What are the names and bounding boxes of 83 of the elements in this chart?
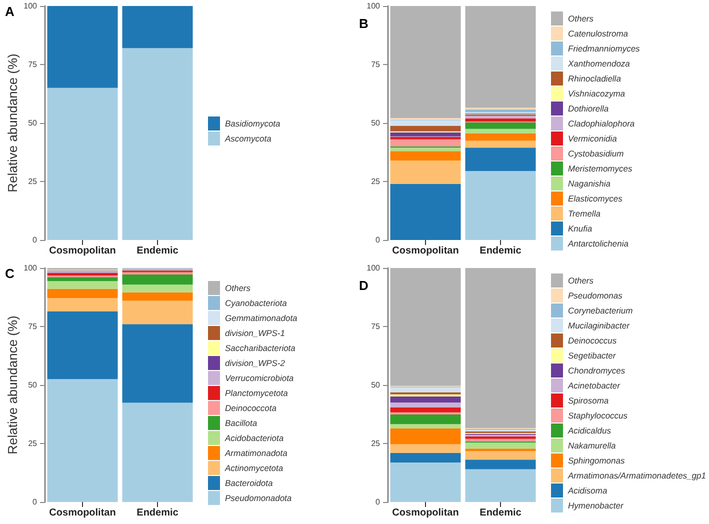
legend-label: Xanthomendoza bbox=[567, 58, 630, 68]
legend-label: Verrucomicrobiota bbox=[225, 373, 294, 383]
legend-label: Knufia bbox=[568, 224, 592, 234]
y-tick-label: 0 bbox=[376, 498, 381, 506]
y-tick-label: 100 bbox=[366, 264, 381, 272]
legend-label: Others bbox=[568, 14, 594, 24]
legend-label: Naganishia bbox=[568, 178, 611, 188]
legend-label: Friedmanniomyces bbox=[568, 44, 641, 54]
chart-title: A bbox=[5, 4, 15, 19]
legend-label: Bacteroidota bbox=[225, 478, 273, 488]
y-tick-label: 50 bbox=[28, 118, 38, 128]
y-tick-label: 25 bbox=[28, 439, 38, 448]
x-tick-label: Cosmopolitan bbox=[392, 508, 459, 518]
legend-label: Basidiomycota bbox=[225, 118, 281, 128]
text: B bbox=[359, 16, 368, 31]
legend-label: Gemmatimonadota bbox=[225, 313, 298, 323]
x-tick-label: Cosmopolitan bbox=[49, 508, 116, 518]
x-tick-label: Endemic bbox=[480, 246, 522, 256]
legend-label: Sphingomonas bbox=[568, 456, 626, 466]
legend-label: Acidicaldus bbox=[567, 426, 612, 436]
legend-label: Acinetobacter bbox=[567, 380, 622, 390]
legend-label: Segetibacter bbox=[568, 350, 617, 360]
x-tick-label: Endemic bbox=[480, 508, 522, 518]
legend-label: Cladophialophora bbox=[568, 118, 635, 128]
legend-label: Pseudomonas bbox=[568, 290, 624, 300]
legend-label: division_WPS-1 bbox=[225, 328, 286, 338]
y-tick-label: 50 bbox=[371, 380, 381, 390]
y-tick-label: 100 bbox=[24, 264, 38, 272]
y-tick-label: 0 bbox=[32, 236, 38, 244]
legend-label: Deinococcus bbox=[568, 336, 618, 346]
legend-label: Elasticomyces bbox=[568, 194, 624, 204]
y-tick-label: 75 bbox=[28, 60, 38, 69]
legend-label: Others bbox=[568, 276, 594, 286]
text: D bbox=[359, 278, 368, 293]
legend-label: Actinomycetota bbox=[224, 463, 284, 473]
legend-label: Armatimonadota bbox=[224, 448, 288, 458]
y-tick-label: 100 bbox=[366, 2, 381, 10]
y-tick-label: 75 bbox=[371, 322, 381, 331]
legend-label: Pseudomonadota bbox=[225, 493, 292, 503]
x-tick-label: Cosmopolitan bbox=[49, 246, 116, 256]
legend-label: Dothiorella bbox=[568, 104, 609, 114]
chart-title: C bbox=[5, 266, 15, 281]
legend-label: Acidobacteriota bbox=[224, 433, 284, 443]
legend-label: Vishniacozyma bbox=[568, 88, 626, 98]
x-tick-label: Cosmopolitan bbox=[392, 246, 459, 256]
legend-label: Armatimonas/Armatimonadetes_gp1 bbox=[567, 470, 706, 480]
legend-label: Chondromyces bbox=[568, 366, 626, 376]
legend-label: Ascomycota bbox=[224, 134, 272, 144]
legend-label: Bacillota bbox=[225, 418, 258, 428]
legend-label: division_WPS-2 bbox=[225, 358, 286, 368]
legend-label: Corynebacterium bbox=[568, 306, 633, 316]
y-tick-label: 25 bbox=[371, 177, 381, 186]
legend-label: Meristemomyces bbox=[568, 164, 633, 174]
y-tick-label: 25 bbox=[28, 177, 38, 186]
legend-label: Vermiconidia bbox=[568, 134, 618, 144]
y-axis-title: Relative abundance (%) bbox=[5, 54, 20, 192]
legend-label: Catenulostroma bbox=[568, 28, 628, 38]
legend-label: Cyanobacteriota bbox=[225, 298, 288, 308]
legend-label: Nakamurella bbox=[568, 440, 616, 450]
y-tick-label: 0 bbox=[376, 236, 381, 244]
y-tick-label: 75 bbox=[28, 322, 38, 331]
legend-label: Antarctolichenia bbox=[567, 238, 629, 248]
legend-label: Staphylococcus bbox=[568, 410, 628, 420]
y-tick-label: 25 bbox=[371, 439, 381, 448]
y-tick-label: 0 bbox=[32, 498, 38, 506]
legend-label: Tremella bbox=[568, 208, 601, 218]
y-tick-label: 50 bbox=[28, 380, 38, 390]
legend-label: Cystobasidium bbox=[568, 148, 624, 158]
legend-label: Acidisoma bbox=[567, 486, 608, 496]
legend-label: Rhinocladiella bbox=[568, 74, 622, 84]
x-tick-label: Endemic bbox=[136, 508, 179, 518]
legend-label: Deinococcota bbox=[225, 403, 277, 413]
legend-label: Saccharibacteriota bbox=[225, 343, 296, 353]
legend-label: Spirosoma bbox=[568, 396, 609, 406]
legend-label: Hymenobacter bbox=[568, 500, 624, 510]
y-tick-label: 75 bbox=[371, 60, 381, 69]
legend-label: Mucilaginibacter bbox=[568, 320, 631, 330]
x-tick-label: Endemic bbox=[136, 246, 179, 256]
legend-label: Planctomycetota bbox=[225, 388, 288, 398]
y-tick-label: 100 bbox=[24, 2, 38, 10]
y-axis-title: Relative abundance (%) bbox=[5, 316, 20, 454]
legend-label: Others bbox=[225, 283, 252, 293]
y-tick-label: 50 bbox=[371, 118, 381, 128]
